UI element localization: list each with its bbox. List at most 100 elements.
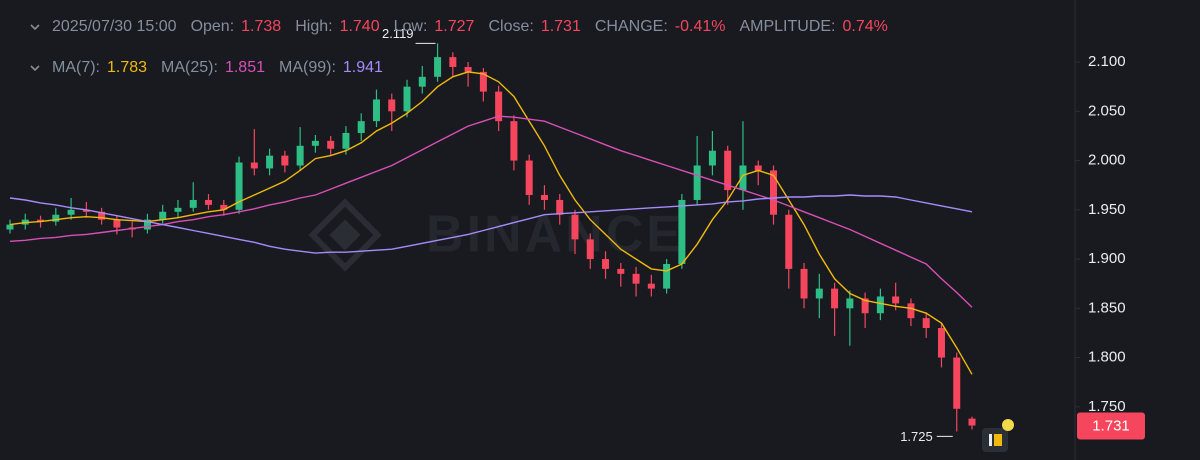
candle-body [846, 298, 854, 309]
candle-body [831, 288, 839, 309]
candle-body [663, 263, 671, 289]
candle-body [220, 204, 228, 210]
ohlc-header: 2025/07/30 15:00 Open: 1.738 High: 1.740 Low… [30, 18, 902, 36]
ma-legend: MA(7): 1.783 MA(25): 1.851 MA(99): 1.941 [30, 59, 397, 77]
candle-body [434, 57, 442, 77]
legend-value: 1.851 [224, 59, 265, 76]
candles [6, 43, 976, 432]
field-value: 1.740 [339, 18, 380, 35]
candle-body [770, 170, 777, 215]
field-label: High: [295, 18, 333, 35]
candle-body [571, 214, 579, 240]
candle-body [617, 268, 625, 274]
y-tick-label: 1.750 [1088, 398, 1126, 415]
candle-body [861, 298, 869, 314]
y-tick-label: 2.100 [1088, 53, 1126, 70]
candle-body [82, 209, 90, 212]
y-tick-label: 2.000 [1088, 152, 1126, 169]
low-marker: 1.725 [900, 429, 933, 444]
candle-body [205, 199, 213, 205]
candle-body [647, 283, 655, 289]
candle-body [67, 209, 75, 215]
candle-body [724, 150, 732, 191]
candle-body [159, 211, 167, 220]
legend-label: MA(7): [52, 59, 100, 76]
field-label: Open: [190, 18, 235, 35]
y-tick-label: 1.800 [1088, 349, 1126, 366]
field-value: 0.74% [842, 18, 888, 35]
candle-body [250, 162, 258, 169]
field-label: Low: [393, 18, 428, 35]
candle-body [510, 121, 518, 161]
candle-body [937, 328, 945, 358]
watermark-logo [308, 198, 382, 272]
candle-body [815, 288, 823, 299]
ma-line [9, 71, 973, 375]
candle-body [98, 211, 106, 220]
candle-body [754, 165, 762, 171]
candle-body [143, 219, 151, 230]
candle-body [403, 86, 411, 112]
high-marker: 2.119 [382, 26, 414, 41]
candle-body [266, 155, 274, 169]
chevron[interactable] [30, 22, 40, 32]
y-tick-label: 2.050 [1088, 102, 1126, 119]
candle-body [525, 160, 533, 196]
candle-body [800, 268, 808, 299]
last-price-badge [1077, 412, 1145, 440]
candle-body [342, 132, 350, 149]
candle-body [678, 199, 686, 264]
candle-body [189, 199, 197, 208]
candle-body [785, 214, 793, 269]
y-tick-label: 1.850 [1088, 299, 1126, 316]
candle-body [540, 195, 548, 200]
field-value: 1.731 [540, 18, 581, 35]
candle-body [113, 219, 121, 228]
candle-body [968, 418, 976, 426]
candle-body [693, 165, 701, 200]
candle-body [372, 99, 380, 122]
candle-body [281, 155, 289, 166]
candle-body [602, 259, 610, 269]
candle-body [449, 57, 457, 67]
candle-body [37, 219, 45, 222]
field-value: 1.738 [241, 18, 282, 35]
ma-line [9, 115, 973, 308]
legend-value: 1.783 [107, 59, 148, 76]
last-price: 1.731 [1092, 417, 1130, 434]
candle-body [892, 296, 900, 304]
ma-line [9, 194, 973, 254]
legend-value: 1.941 [342, 59, 383, 76]
chevron[interactable] [30, 63, 40, 73]
field-value: 1.727 [434, 18, 475, 35]
y-tick-label: 1.950 [1088, 201, 1126, 218]
legend-label: MA(99): [279, 59, 336, 76]
legend-label: MA(25): [161, 59, 218, 76]
candle-body [357, 121, 365, 133]
candle-body [52, 214, 60, 222]
y-tick-label: 1.900 [1088, 250, 1126, 267]
candle-body [296, 145, 304, 166]
field-label: Close: [488, 18, 534, 35]
candle-body [632, 273, 640, 284]
candle-body [418, 76, 426, 87]
candle-body [388, 99, 396, 112]
candle-body [235, 162, 243, 210]
candle-body [556, 199, 564, 215]
candle-body [907, 303, 915, 319]
candle-body [479, 71, 487, 92]
corner-icon [982, 419, 1014, 452]
candle-body [876, 296, 884, 314]
candle-body [174, 207, 182, 212]
field-label: AMPLITUDE: [739, 18, 836, 35]
candle-body [708, 150, 716, 166]
candle-body [586, 239, 594, 260]
field-label: CHANGE: [594, 18, 668, 35]
datetime: 2025/07/30 15:00 [52, 18, 177, 35]
candle-body [464, 66, 472, 72]
candle-body [922, 318, 930, 329]
candle-body [327, 140, 335, 149]
candle-body [6, 224, 14, 230]
